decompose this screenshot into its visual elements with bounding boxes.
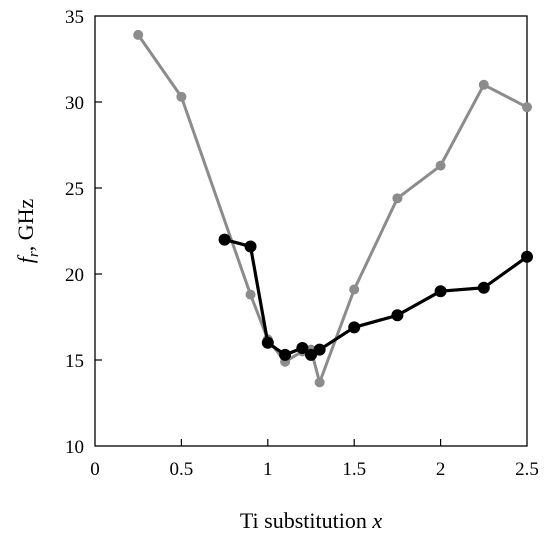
series-2-point xyxy=(279,348,292,361)
x-tick-label: 0 xyxy=(90,459,100,480)
series-2-point xyxy=(296,341,309,354)
series-1-point xyxy=(245,289,256,300)
plot-frame xyxy=(94,15,528,447)
series-1-point xyxy=(522,102,532,113)
y-tick-label: 35 xyxy=(65,7,84,28)
x-tick-label: 2 xyxy=(436,459,446,480)
y-tick-label: 30 xyxy=(65,93,84,114)
y-tick-label: 15 xyxy=(65,351,84,372)
series-2-point xyxy=(521,250,533,263)
series-2-point xyxy=(313,343,326,356)
series-2-point xyxy=(477,281,490,294)
x-tick-label: 1 xyxy=(263,459,273,480)
y-axis-variable: f xyxy=(13,254,38,263)
series-layer xyxy=(133,29,533,388)
x-axis-title: Ti substitution x xyxy=(240,508,382,533)
x-axis-title-text: Ti substitution xyxy=(240,508,367,533)
series-1-point xyxy=(314,377,325,388)
x-axis-variable: x xyxy=(371,508,382,533)
x-tick-label: 1.5 xyxy=(342,459,366,480)
series-1-point xyxy=(478,79,489,90)
series-2-point xyxy=(218,233,231,246)
series-1-point xyxy=(349,284,360,295)
y-axis-subscript: r xyxy=(26,251,42,257)
axis-ticks: 0 0.5 1 1.5 2 2.5 10 15 20 25 30 35 xyxy=(65,7,539,480)
y-tick-label: 25 xyxy=(65,179,84,200)
series-2-point xyxy=(305,348,317,361)
x-tick-label: 2.5 xyxy=(515,459,539,480)
series-2-point xyxy=(391,309,404,322)
series-2-point xyxy=(434,285,447,298)
x-tick-label: 0.5 xyxy=(170,459,194,480)
series-1-point xyxy=(435,160,446,171)
series-1-point xyxy=(392,193,403,204)
series-1-line xyxy=(136,34,528,384)
y-tick-label: 10 xyxy=(65,437,84,458)
y-tick-label: 20 xyxy=(65,265,84,286)
series-2-point xyxy=(244,240,257,253)
series-1 xyxy=(133,29,532,388)
y-axis-unit: , GHz xyxy=(13,199,38,252)
series-1-point xyxy=(133,29,144,40)
series-2-point xyxy=(261,336,274,349)
series-1-point xyxy=(176,91,187,102)
y-axis-title: fr, GHz xyxy=(13,199,42,264)
series-2-point xyxy=(348,321,361,334)
series-2 xyxy=(218,233,533,361)
